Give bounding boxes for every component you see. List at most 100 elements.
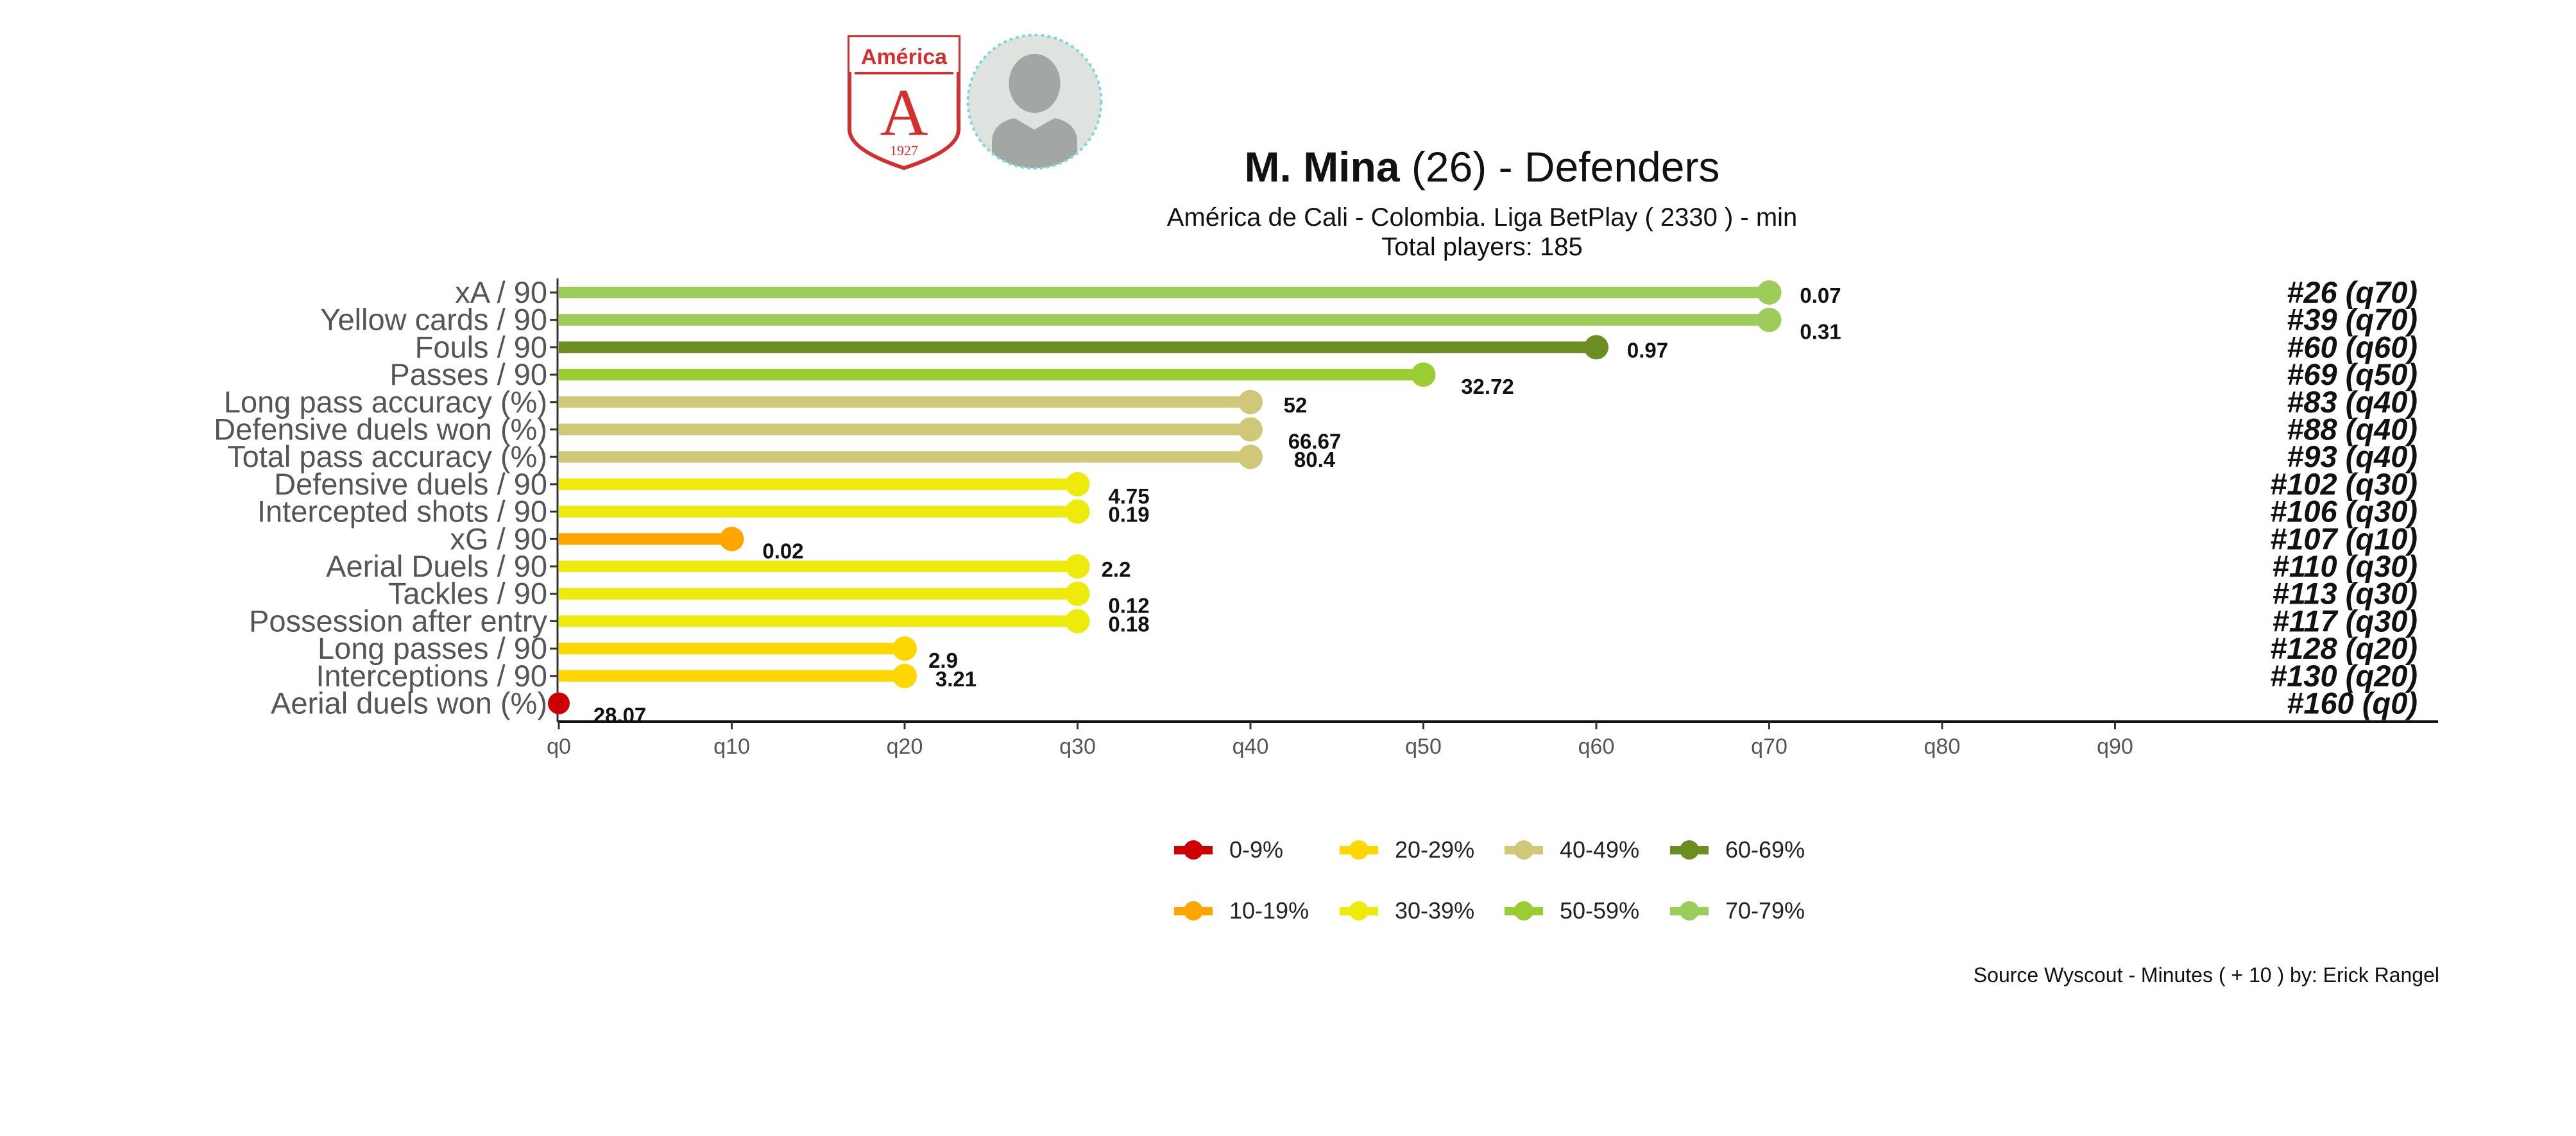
legend-item: 60-69% (1670, 834, 1805, 866)
legend-label: 60-69% (1725, 836, 1805, 863)
club-crest: América A 1927 (848, 35, 960, 171)
legend-item: 40-49% (1505, 834, 1639, 866)
rank-label: #93 (q40) (2287, 439, 2418, 473)
category-label: xG / 90 (450, 521, 547, 555)
rank-label: #117 (q30) (2273, 604, 2418, 638)
value-label: 0.97 (1627, 338, 1668, 362)
rank-label: #160 (q0) (2287, 686, 2418, 720)
player-avatar (966, 33, 1103, 170)
value-label: 28.07 (593, 704, 647, 727)
legend-item: 30-39% (1340, 895, 1474, 927)
category-label: Tackles / 90 (388, 577, 547, 611)
category-label: Passes / 90 (389, 357, 547, 391)
bar-dot (1757, 280, 1782, 305)
legend-swatch (1174, 898, 1213, 924)
bar-dot (1065, 499, 1090, 524)
bar-dot (1584, 335, 1608, 360)
value-label: 2.9 (928, 649, 958, 672)
rank-label: #107 (q10) (2270, 521, 2418, 555)
chart-subtitle: América de Cali - Colombia. Liga BetPlay… (1166, 203, 1798, 232)
value-label: 52 (1284, 393, 1308, 417)
svg-text:América: América (861, 45, 948, 69)
category-label: Defensive duels / 90 (274, 467, 547, 501)
x-tick-label: q20 (887, 734, 923, 759)
category-label: Long passes / 90 (318, 631, 547, 665)
x-tick-label: q30 (1059, 734, 1096, 759)
bar-dot (1238, 417, 1263, 442)
value-label: 0.19 (1108, 503, 1149, 527)
x-tick-label: q0 (547, 734, 571, 759)
category-label: Aerial duels won (%) (271, 686, 547, 720)
legend-swatch (1340, 898, 1378, 924)
rank-label: #69 (q50) (2287, 357, 2418, 391)
x-tick-label: q50 (1405, 734, 1442, 759)
value-label: 3.21 (935, 667, 977, 691)
legend-label: 10-19% (1229, 897, 1309, 924)
player-age: (26) (1411, 143, 1487, 191)
value-label: 32.72 (1461, 375, 1514, 398)
legend-swatch (1505, 837, 1543, 863)
category-label: Interceptions / 90 (316, 659, 547, 693)
chart-title: M. Mina (26) - Defenders (802, 142, 2162, 191)
legend-label: 70-79% (1725, 897, 1805, 924)
x-tick-label: q10 (713, 734, 750, 759)
x-tick-label: q40 (1233, 734, 1269, 759)
bar-dot (1238, 389, 1263, 414)
legend-label: 0-9% (1229, 836, 1284, 863)
category-label: Defensive duels won (%) (214, 412, 547, 446)
rank-label: #39 (q70) (2287, 303, 2418, 337)
category-label: Aerial Duels / 90 (326, 549, 547, 583)
bar-dot (1065, 581, 1090, 606)
value-label: 4.75 (1108, 484, 1149, 508)
x-tick-label: q60 (1578, 734, 1615, 759)
value-label: 2.2 (1102, 557, 1131, 581)
category-label: xA / 90 (455, 275, 547, 309)
value-label: 0.18 (1108, 612, 1149, 636)
source-caption: Source Wyscout - Minutes ( + 10 ) by: Er… (1973, 963, 2439, 987)
legend-label: 20-29% (1395, 836, 1475, 863)
x-tick-label: q70 (1751, 734, 1787, 759)
bar-dot (892, 663, 917, 688)
legend-swatch (1670, 837, 1709, 863)
category-label: Yellow cards / 90 (320, 303, 547, 337)
value-label: 0.07 (1800, 284, 1841, 307)
legend-swatch (1340, 837, 1378, 863)
bar-dot (892, 636, 917, 661)
legend-item: 50-59% (1505, 895, 1639, 927)
legend-label: 50-59% (1560, 897, 1640, 924)
rank-label: #102 (q30) (2270, 467, 2418, 501)
value-label: 0.12 (1108, 594, 1149, 618)
bar-dot (1065, 554, 1090, 579)
svg-text:1927: 1927 (890, 142, 918, 158)
rank-label: #60 (q60) (2287, 330, 2418, 364)
legend-item: 0-9% (1174, 834, 1283, 866)
bar-dot (1065, 471, 1090, 496)
value-label: 0.02 (762, 539, 803, 563)
value-label: 66.67 (1288, 430, 1342, 454)
legend-label: 30-39% (1395, 897, 1475, 924)
legend-swatch (1505, 898, 1543, 924)
legend-item: 10-19% (1174, 895, 1309, 927)
bar-dot (1411, 362, 1436, 387)
x-tick-label: q80 (1924, 734, 1961, 759)
rank-label: #26 (q70) (2287, 275, 2418, 309)
svg-text:A: A (880, 76, 928, 149)
category-label: Total pass accuracy (%) (227, 439, 547, 473)
category-label: Possession after entry (249, 604, 547, 638)
rank-label: #106 (q30) (2270, 495, 2418, 529)
legend-item: 20-29% (1340, 834, 1474, 866)
rank-label: #83 (q40) (2287, 385, 2418, 419)
legend-swatch (1174, 837, 1213, 863)
category-label: Long pass accuracy (%) (224, 385, 547, 419)
bar-dot (548, 692, 570, 715)
chart-legend: 0-9% 10-19% 20-29% 30-39% 40-49% 50-59% 60-69%… (1174, 834, 1880, 937)
legend-swatch (1670, 898, 1709, 924)
rank-label: #110 (q30) (2273, 549, 2418, 583)
category-label: Intercepted shots / 90 (257, 495, 547, 529)
legend-item: 70-79% (1670, 895, 1805, 927)
value-label: 80.4 (1294, 448, 1336, 471)
bar-dot (1065, 609, 1090, 634)
rank-label: #130 (q20) (2270, 659, 2418, 693)
player-name: M. Mina (1244, 143, 1400, 191)
